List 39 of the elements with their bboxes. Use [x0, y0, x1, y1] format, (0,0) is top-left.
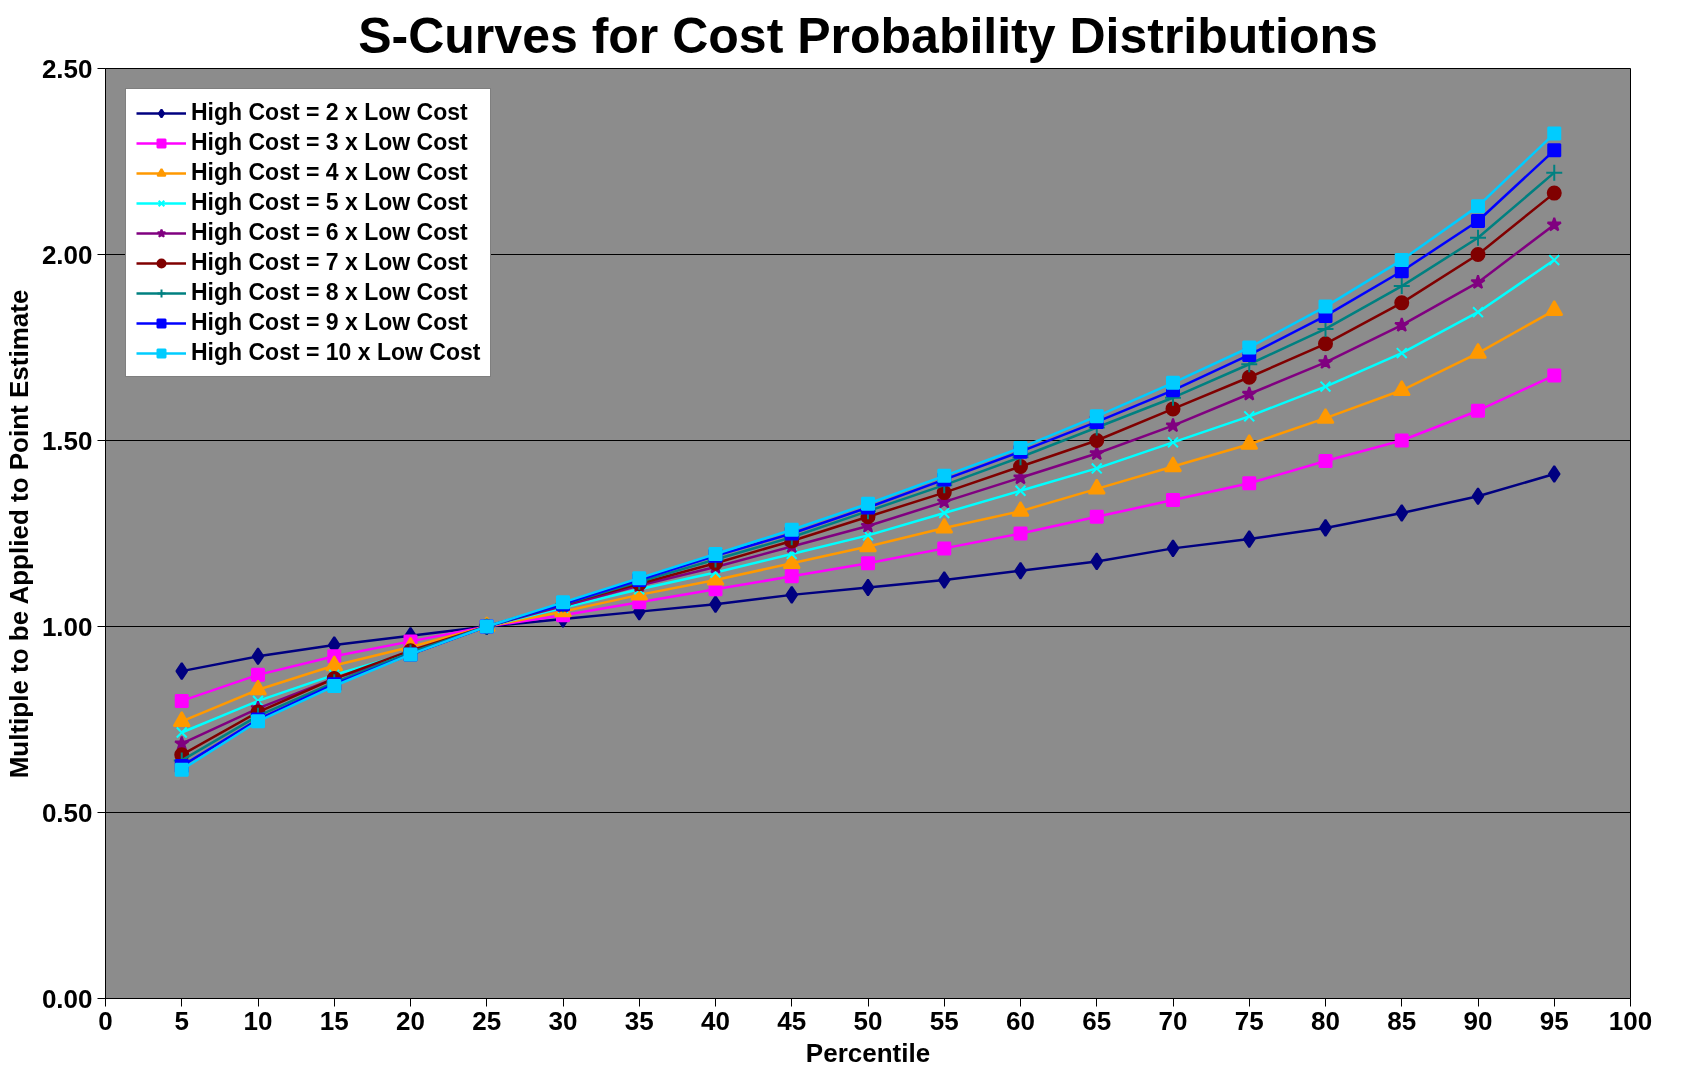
x-tick-label: 20 — [396, 1005, 425, 1036]
legend-label: High Cost = 9 x Low Cost — [191, 309, 468, 336]
y-tick-label: 1.50 — [41, 425, 93, 456]
x-tick-label: 70 — [1158, 1005, 1188, 1036]
x-tick-label: 90 — [1463, 1005, 1493, 1036]
x-tick-label: 30 — [548, 1005, 578, 1036]
x-tick-label: 65 — [1082, 1005, 1112, 1036]
x-tick-label: 50 — [853, 1005, 883, 1036]
x-tick-label: 25 — [472, 1005, 502, 1036]
x-tick-label: 75 — [1234, 1005, 1264, 1036]
y-axis-title: Multiple to be Applied to Point Estimate — [3, 289, 34, 779]
x-tick-label: 85 — [1387, 1005, 1417, 1036]
x-tick-label: 95 — [1539, 1005, 1569, 1036]
x-tick-label: 10 — [243, 1005, 273, 1036]
y-tick-label: 0.50 — [41, 797, 93, 828]
x-tick-label: 40 — [701, 1005, 730, 1036]
legend-label: High Cost = 6 x Low Cost — [191, 219, 468, 246]
x-tick-label: 55 — [929, 1005, 959, 1036]
x-tick-label: 35 — [624, 1005, 654, 1036]
x-tick-label: 0 — [98, 1005, 113, 1036]
legend-label: High Cost = 3 x Low Cost — [191, 129, 468, 156]
legend-label: High Cost = 7 x Low Cost — [191, 249, 468, 276]
x-tick-label: 60 — [1006, 1005, 1035, 1036]
y-tick-label: 2.00 — [41, 239, 93, 270]
x-axis-title: Percentile — [805, 1037, 931, 1068]
legend-label: High Cost = 8 x Low Cost — [191, 279, 468, 306]
legend-label: High Cost = 10 x Low Cost — [191, 339, 481, 366]
x-tick-label: 80 — [1311, 1005, 1340, 1036]
x-tick-label: 5 — [174, 1005, 189, 1036]
chart-title: S-Curves for Cost Probability Distributions — [358, 7, 1378, 64]
x-tick-label: 100 — [1608, 1005, 1653, 1036]
legend-label: High Cost = 2 x Low Cost — [191, 99, 468, 126]
y-tick-label: 1.00 — [41, 611, 93, 642]
legend-label: High Cost = 4 x Low Cost — [191, 159, 468, 186]
x-tick-label: 45 — [777, 1005, 807, 1036]
y-tick-label: 0.00 — [41, 983, 93, 1014]
legend-label: High Cost = 5 x Low Cost — [191, 189, 468, 216]
x-tick-label: 15 — [319, 1005, 349, 1036]
y-tick-label: 2.50 — [41, 53, 93, 84]
